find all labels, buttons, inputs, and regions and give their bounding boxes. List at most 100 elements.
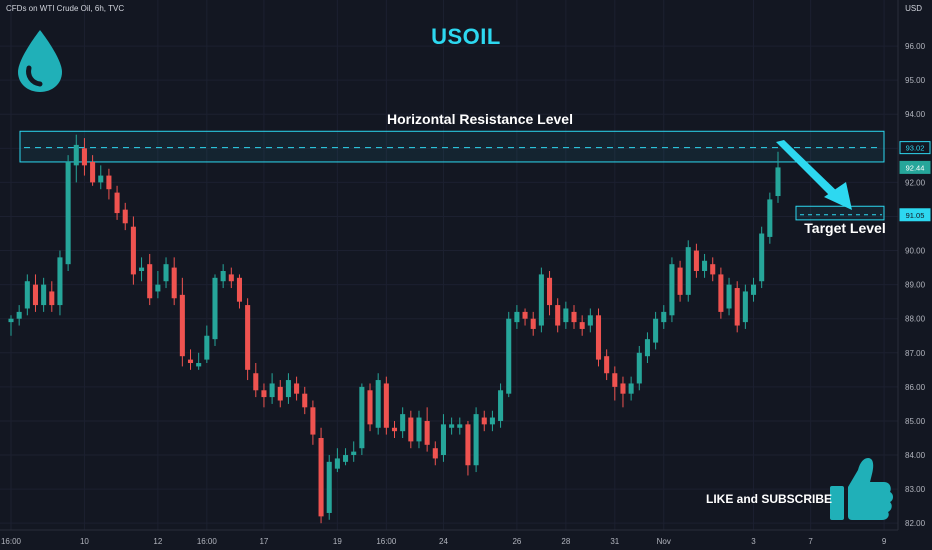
candle-body (294, 383, 300, 394)
candle-body (424, 420, 430, 445)
candle (677, 260, 683, 302)
candle (139, 257, 145, 282)
x-tick-label: 10 (80, 537, 89, 546)
candle-body (506, 318, 512, 394)
candle-body (359, 386, 365, 449)
candle-body (16, 311, 22, 319)
candle (702, 253, 708, 278)
candle-body (710, 264, 716, 275)
chart-title: USOIL (431, 24, 501, 49)
candle (750, 277, 757, 302)
candle-body (440, 424, 446, 456)
candle-body (261, 390, 267, 398)
candle (416, 410, 422, 449)
y-tick-label: 84.00 (905, 451, 926, 460)
candle-body (473, 414, 479, 466)
candle (669, 257, 675, 323)
candle (498, 383, 504, 428)
candle-body (669, 264, 675, 316)
candle (644, 332, 650, 364)
candle (620, 376, 626, 408)
candle (73, 134, 79, 183)
candle (628, 376, 634, 401)
x-tick-label: 3 (751, 537, 756, 546)
candle-body (277, 386, 283, 401)
candle-body (318, 437, 324, 517)
candle-body (106, 175, 112, 190)
candle (685, 240, 691, 302)
candle-body (685, 247, 691, 295)
candle-body (155, 284, 161, 292)
candle (571, 305, 577, 329)
candle (587, 308, 593, 333)
candle-body (122, 209, 128, 224)
candle-body (41, 284, 47, 306)
candle (106, 168, 112, 200)
candle-body (367, 390, 373, 425)
candle (408, 410, 414, 449)
candle (375, 373, 381, 435)
candle (710, 257, 716, 282)
candle (196, 352, 202, 370)
y-tick-label: 92.00 (905, 178, 926, 187)
symbol-header: CFDs on WTI Crude Oil, 6h, TVC (6, 4, 125, 13)
candle-body (220, 271, 226, 282)
candle-body (383, 383, 389, 428)
candle (130, 216, 136, 285)
x-tick-label: 19 (333, 537, 342, 546)
x-tick-label: 16:00 (1, 537, 22, 546)
candle (506, 311, 512, 398)
candle-body (49, 291, 55, 306)
x-tick-label: 16:00 (197, 537, 218, 546)
candle-body (587, 315, 593, 326)
candle-body (775, 167, 781, 197)
x-tick-label: 31 (610, 537, 619, 546)
candle (522, 308, 528, 326)
candle-body (326, 461, 332, 513)
candle (122, 202, 128, 231)
candle-body (636, 352, 642, 384)
candle (759, 226, 765, 289)
candle (49, 281, 55, 312)
candle (187, 349, 194, 370)
candle-body (179, 294, 185, 357)
candle-body (734, 288, 740, 326)
candle (8, 315, 14, 336)
candle (400, 407, 406, 438)
candle (424, 407, 430, 452)
x-tick-label: 17 (259, 537, 268, 546)
candle (294, 376, 300, 401)
oil-drop-icon (18, 30, 62, 92)
candle (693, 243, 699, 278)
candle (530, 311, 536, 336)
candle (179, 277, 185, 367)
candle-body (81, 148, 87, 166)
candle-body (212, 277, 218, 340)
price-tags: 93.02 92.44 91.05 (899, 141, 931, 222)
candle (579, 315, 585, 336)
candle-body (114, 192, 120, 214)
candle (114, 185, 120, 220)
candle-body (32, 284, 39, 306)
candle (604, 349, 610, 381)
candle-body (163, 264, 169, 282)
candle-body (408, 417, 414, 442)
candle-body (522, 311, 528, 319)
candle (489, 410, 495, 432)
candle-body (653, 318, 659, 343)
candle (261, 383, 267, 408)
candle (612, 366, 618, 401)
y-tick-label: 95.00 (905, 76, 926, 85)
candle (285, 373, 291, 404)
candle-body (547, 277, 553, 306)
candle-body (644, 339, 650, 357)
candle-body (351, 451, 357, 456)
candle (155, 271, 161, 299)
x-tick-label: 28 (561, 537, 570, 546)
candle-body (432, 448, 438, 459)
candle (24, 274, 30, 316)
candle (351, 441, 357, 462)
x-tick-label: 24 (439, 537, 448, 546)
candle-body (677, 267, 683, 295)
